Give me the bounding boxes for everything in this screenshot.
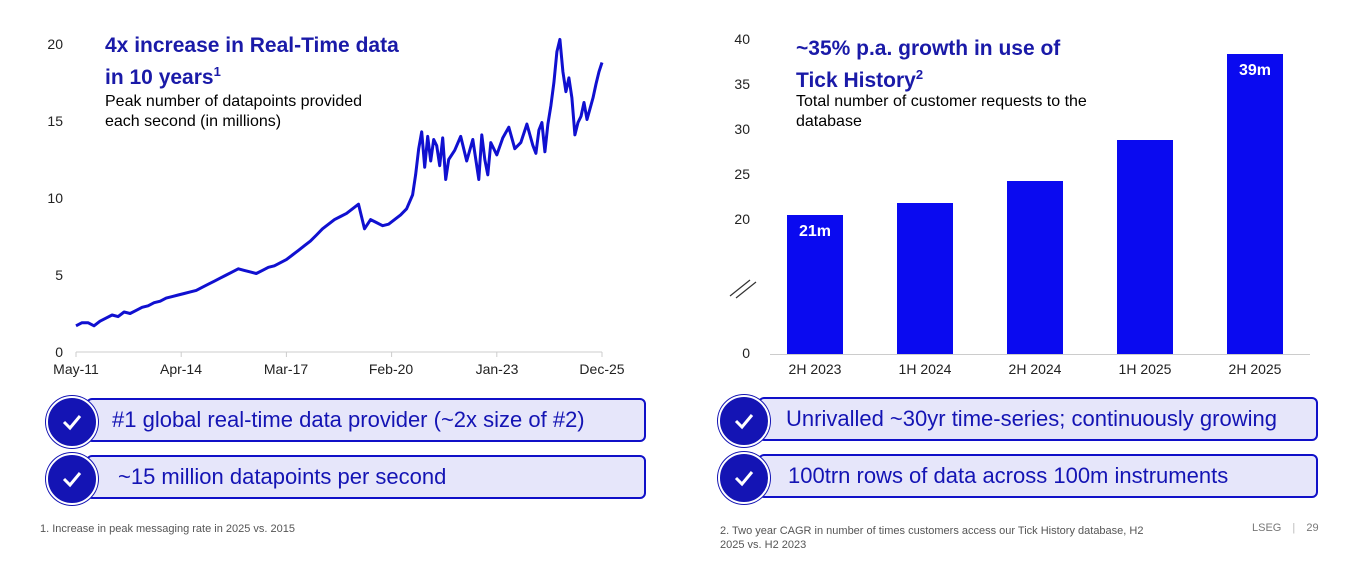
check-icon	[62, 472, 82, 488]
right-ytick: 30	[734, 121, 750, 137]
right-callout-1: Unrivalled ~30yr time-series; continuous…	[758, 397, 1318, 441]
left-xtick: May-11	[53, 361, 99, 377]
bar-data-label: 25m	[1018, 159, 1052, 177]
left-ytick: 0	[55, 344, 63, 360]
left-ytick: 5	[55, 267, 63, 283]
right-ytick: 0	[742, 345, 750, 361]
axis-break-icon	[729, 279, 757, 299]
check-icon	[62, 415, 82, 431]
brand-label: LSEG	[1252, 522, 1282, 534]
right-xtick: 2H 2024	[1008, 361, 1062, 377]
left-ytick: 15	[47, 113, 63, 129]
right-callout-2: 100trn rows of data across 100m instrume…	[758, 454, 1318, 498]
right-ytick: 35	[734, 76, 750, 92]
left-callout-1: #1 global real-time data provider (~2x s…	[86, 398, 646, 442]
left-line-chart	[75, 37, 604, 357]
right-xtick: 2H 2023	[788, 361, 842, 377]
left-chart-title: 4x increase in Real-Time data in 10 year…	[105, 34, 399, 89]
left-xtick: Feb-20	[368, 361, 414, 377]
right-ytick: 40	[734, 31, 750, 47]
bar-data-label: 39m	[1238, 62, 1272, 80]
check-icon	[734, 414, 754, 430]
right-chart-title: ~35% p.a. growth in use of Tick History2	[796, 37, 1061, 92]
line-series-peak-datapoints	[75, 37, 604, 328]
left-ytick: 20	[47, 36, 63, 52]
left-xtick: Dec-25	[579, 361, 625, 377]
right-ytick: 20	[734, 211, 750, 227]
right-xtick: 1H 2025	[1118, 361, 1172, 377]
bar-data-label: 30m	[1128, 117, 1162, 135]
bar-2h-2023	[787, 214, 843, 354]
right-callout-2-check	[718, 452, 770, 504]
right-chart-subtitle: Total number of customer requests to the…	[796, 93, 1087, 130]
left-ytick: 10	[47, 190, 63, 206]
left-callout-2: ~15 million datapoints per second	[86, 455, 646, 499]
bar-data-label: 23m	[908, 180, 942, 198]
left-xtick: Jan-23	[475, 361, 519, 377]
left-xtick: Mar-17	[263, 361, 309, 377]
right-ytick: 25	[734, 166, 750, 182]
bar-1h-2025	[1117, 139, 1173, 354]
page-number: 29	[1306, 522, 1319, 534]
right-callout-1-check	[718, 395, 770, 447]
left-callout-1-check	[46, 396, 98, 448]
left-callout-2-check	[46, 453, 98, 505]
left-chart-subtitle: Peak number of datapoints provided each …	[105, 93, 363, 130]
right-xtick: 2H 2025	[1228, 361, 1282, 377]
left-footnote: 1. Increase in peak messaging rate in 20…	[40, 523, 295, 535]
page-footer: LSEG | 29	[1252, 522, 1319, 534]
right-x-axis	[770, 354, 1310, 355]
bar-1h-2024	[897, 202, 953, 354]
bar-data-label: 21m	[798, 222, 832, 240]
footer-separator: |	[1292, 522, 1296, 534]
bar-2h-2025	[1227, 54, 1283, 354]
bar-2h-2024	[1007, 181, 1063, 354]
right-footnote: 2. Two year CAGR in number of times cust…	[720, 525, 1144, 551]
check-icon	[734, 471, 754, 487]
left-xtick: Apr-14	[159, 361, 203, 377]
right-xtick: 1H 2024	[898, 361, 952, 377]
